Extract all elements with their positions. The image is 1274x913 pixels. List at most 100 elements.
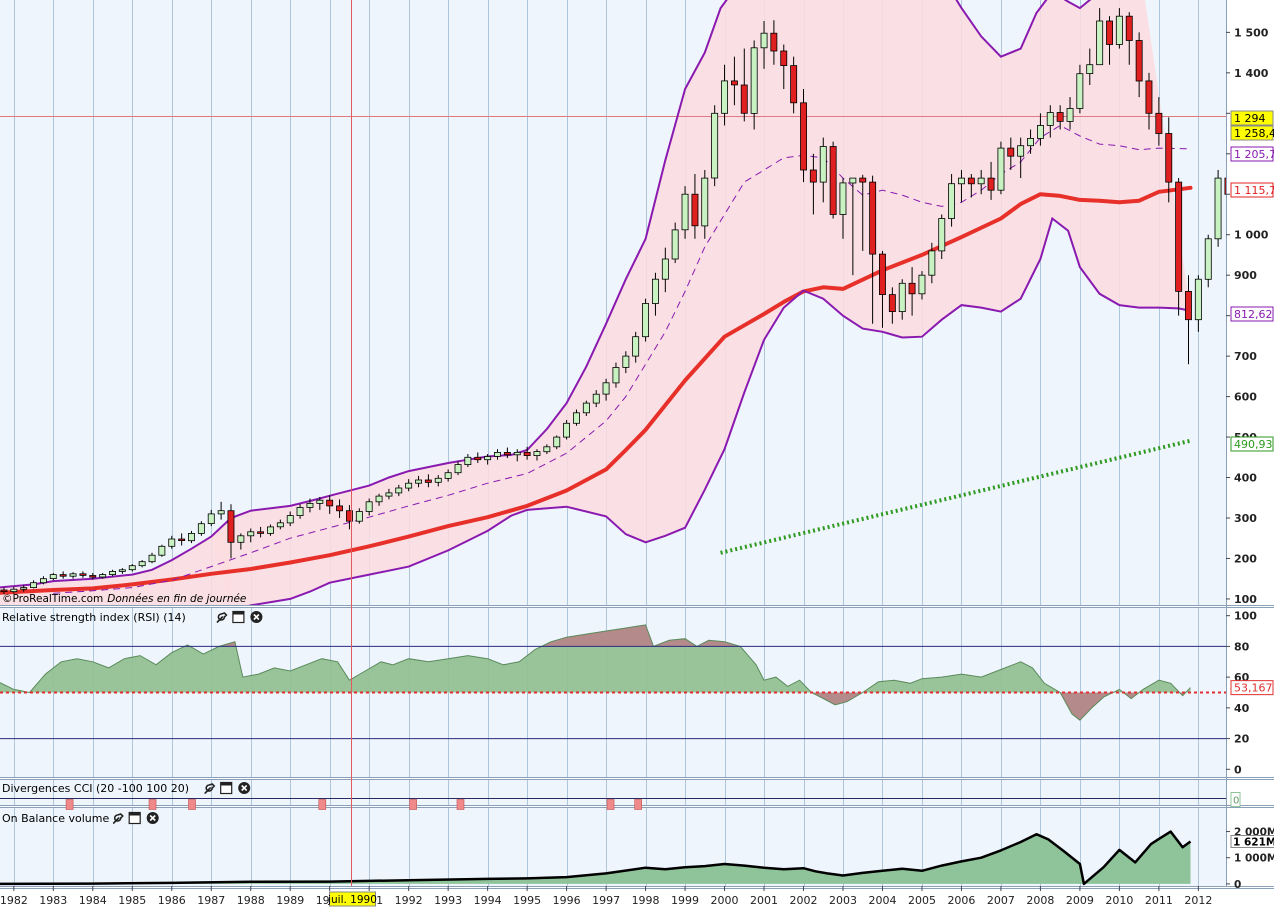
candle [227,504,235,559]
candle [582,400,590,417]
obv-value-badge-box [1230,834,1274,848]
candle [1155,97,1163,146]
bullish-candle-body [158,545,166,556]
close-cross [149,814,156,822]
candle [602,378,610,401]
bollinger-band-fill [211,0,1191,605]
bearish-candle-body [790,65,798,104]
candle [474,452,482,463]
cci-divergence-marker [409,799,417,810]
obv-line [0,830,1192,886]
bullish-candle-body [109,571,116,576]
close-icon[interactable] [250,611,263,623]
bullish-candle-body [1027,137,1034,147]
candle [30,580,37,589]
indicator-header: Divergences CCI (20 -100 100 20) [2,781,251,795]
price-badge: 1 258,47 [1230,125,1274,141]
price-axis-tick-label: 900 [1234,269,1257,282]
x-axis-tick-label: 2006 [947,894,975,907]
price-axis-tick-label: 300 [1234,512,1257,525]
bullish-candle-body [99,574,107,578]
candle [879,250,886,328]
candle [484,454,492,465]
bearish-candle-body [523,451,531,456]
candle [997,141,1005,195]
bullish-candle-body [938,218,946,252]
watermark-brand: ©ProRealTime.com [2,593,103,605]
candle [89,573,97,580]
price-badge-box [1230,436,1274,452]
candle [49,573,57,581]
bearish-candle-body [178,538,186,542]
candle [612,362,620,388]
cci-divergence-panel [0,798,1226,810]
dotted-trend-line [720,438,1191,555]
candle [1086,48,1094,85]
candle [671,222,679,264]
bullish-candle-body [197,523,205,534]
x-axis-tick-label: 1998 [632,894,660,907]
candle [207,509,215,527]
crosshair-date-box [329,891,376,907]
bullish-candle-body [849,177,857,184]
bullish-candle-body [612,367,620,384]
bullish-candle-body [286,515,294,524]
window-icon[interactable] [220,781,233,795]
x-axis-tick-label: 2011 [1145,894,1173,907]
bullish-candle-body [405,482,413,489]
cci-value-badge-box [1230,792,1241,807]
wrench-icon[interactable] [204,783,216,794]
x-axis-tick-label: 2010 [1105,894,1133,907]
bullish-candle-body [839,182,847,215]
bullish-candle-body [622,355,630,368]
bearish-candle-body [731,80,738,86]
bearish-candle-body [740,84,748,114]
rsi-value-badge: 53,167 [1234,682,1273,695]
price-axis-tick-label: 1 500 [1234,26,1269,39]
cci-divergence-marker [318,799,327,810]
wrench-shape [216,612,228,623]
bullish-candle-body [306,502,314,508]
bearish-candle-body [888,294,896,313]
x-axis-tick-label: 1997 [592,894,620,907]
candle [355,508,363,524]
bearish-candle-body [809,169,817,183]
close-icon[interactable] [146,812,159,824]
price-badge-label: 1 294 [1234,112,1266,125]
bearish-candle-body [336,505,343,512]
bullish-candle-body [316,499,324,504]
candle [661,247,669,293]
indicator-title: Relative strength index (RSI) (14) [2,611,186,624]
x-axis-tick-label: 1995 [513,894,541,907]
price-badge: 490,93 [1230,436,1274,452]
candle [888,287,896,324]
wrench-icon[interactable] [112,813,124,824]
x-axis-tick-label: 2005 [908,894,936,907]
candle [819,137,827,203]
window-icon[interactable] [128,811,141,825]
bearish-candle-body [987,177,995,191]
bearish-candle-body [1155,112,1163,134]
candle [563,420,570,440]
window-icon[interactable] [232,610,245,624]
bearish-candle-body [780,50,788,67]
x-axis-tick-label: 1996 [553,894,581,907]
candle [168,535,176,549]
bullish-candle-body [365,501,373,512]
bearish-candle-body [770,32,778,52]
bearish-candle-body [879,253,886,296]
bullish-candle-body [217,510,225,515]
price-axis-tick-label: 400 [1234,472,1257,485]
wrench-icon[interactable] [216,612,228,623]
price-badge-box [1230,110,1274,126]
bullish-candle-body [553,436,561,448]
close-icon[interactable] [238,782,251,794]
candle [296,504,304,519]
window-titlebar [129,812,141,816]
price-badge-label: 1 205,7 [1234,148,1274,161]
bullish-candle-body [69,573,77,577]
bullish-candle-body [760,32,768,49]
candle [128,564,136,572]
candle [721,64,728,126]
